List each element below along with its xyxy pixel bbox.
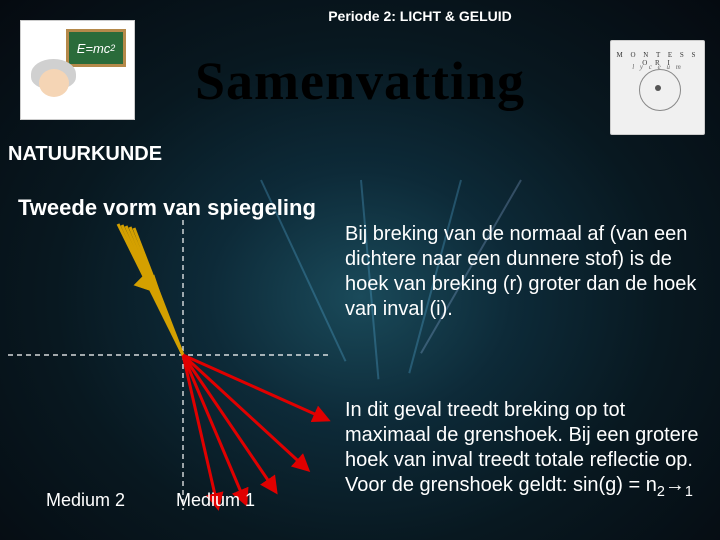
paragraph-2: In dit geval treedt breking op tot maxim… xyxy=(345,398,710,501)
p2-sub1: 2 xyxy=(657,484,665,500)
medium-1-label: Medium 1 xyxy=(176,490,255,511)
p2-prefix: In dit geval treedt breking op tot maxim… xyxy=(345,399,699,496)
diagram-svg xyxy=(8,220,328,520)
subject-label: NATUURKUNDE xyxy=(8,143,162,166)
medium-2-label: Medium 2 xyxy=(46,490,125,511)
slide-title: Samenvatting xyxy=(0,50,720,112)
refraction-diagram: Medium 2 Medium 1 xyxy=(8,220,328,520)
section-subtitle: Tweede vorm van spiegeling xyxy=(18,195,316,221)
paragraph-1: Bij breking van de normaal af (van een d… xyxy=(345,222,702,322)
p2-sub2: 1 xyxy=(685,484,693,500)
arrow-icon: → xyxy=(665,474,685,496)
